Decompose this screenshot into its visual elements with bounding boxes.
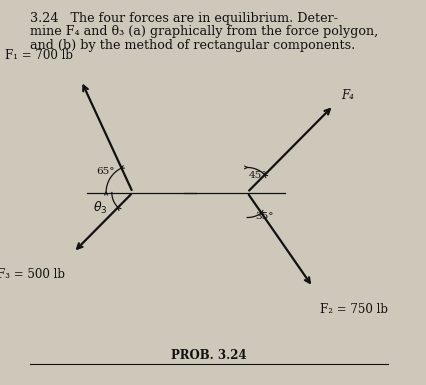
Text: 65°: 65° (96, 167, 115, 176)
Text: PROB. 3.24: PROB. 3.24 (171, 349, 246, 362)
Text: $\theta_3$: $\theta_3$ (92, 200, 107, 216)
Text: 3.24   The four forces are in equilibrium. Deter-: 3.24 The four forces are in equilibrium.… (30, 12, 337, 25)
Text: mine F₄ and θ₃ (a) graphically from the force polygon,: mine F₄ and θ₃ (a) graphically from the … (30, 25, 377, 38)
Text: 45°: 45° (248, 171, 267, 180)
Text: 35°: 35° (254, 212, 273, 221)
Text: F₃ = 500 lb: F₃ = 500 lb (0, 268, 65, 281)
Text: and (b) by the method of rectangular components.: and (b) by the method of rectangular com… (30, 38, 354, 52)
Text: F₄: F₄ (340, 89, 353, 102)
Text: F₂ = 750 lb: F₂ = 750 lb (320, 303, 388, 316)
Text: F₁ = 700 lb: F₁ = 700 lb (5, 49, 73, 62)
